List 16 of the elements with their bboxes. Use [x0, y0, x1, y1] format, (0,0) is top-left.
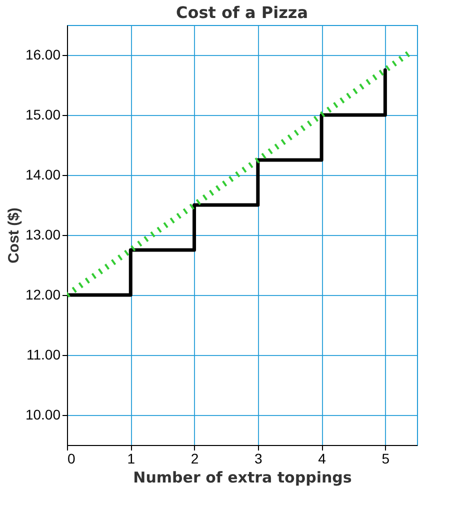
y-tick-label: 11.00 [26, 346, 61, 362]
y-tick-label: 12.00 [25, 286, 61, 302]
x-tick-label: 1 [127, 450, 136, 466]
y-tick-label: 13.00 [25, 226, 61, 242]
chart-title: Cost of a Pizza [176, 3, 308, 22]
x-tick-label: 0 [68, 450, 76, 466]
y-tick-label: 15.00 [25, 106, 61, 122]
x-tick-label: 5 [382, 450, 390, 466]
y-axis-title: Cost ($) [5, 208, 22, 264]
x-tick-label: 2 [190, 450, 199, 466]
x-tick-label: 3 [254, 450, 263, 466]
x-tick-label: 4 [318, 450, 326, 466]
y-tick-label: 16.00 [25, 46, 61, 62]
x-axis-title: Number of extra toppings [133, 468, 352, 486]
y-tick-label: 14.00 [25, 166, 61, 182]
y-tick-label: 10.00 [25, 406, 61, 422]
